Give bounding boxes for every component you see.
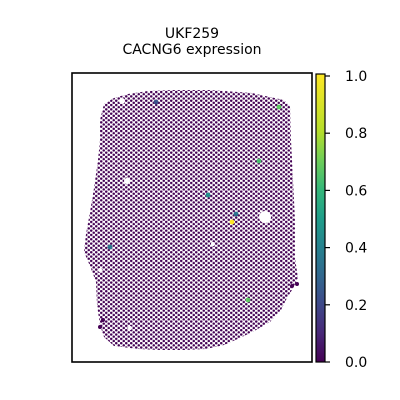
colorbar-tick-label: 0.8	[345, 126, 367, 142]
tissue-edge-spot	[290, 284, 294, 288]
tissue-gap	[211, 242, 215, 246]
tissue-gap	[128, 326, 132, 330]
tissue-spots	[84, 90, 299, 350]
plot-frame	[71, 72, 313, 363]
expression-spot	[256, 158, 262, 164]
colorbar-tick-label: 0.0	[345, 355, 367, 371]
expression-spot	[229, 219, 235, 225]
expression-spot	[233, 211, 239, 217]
colorbar-tick-label: 1.0	[345, 69, 367, 85]
colorbar: 0.0 0.2 0.4 0.6 0.8 1.0	[315, 69, 367, 371]
tissue-edge-spot	[98, 325, 102, 329]
expression-spot	[276, 104, 282, 110]
expression-spot	[107, 244, 113, 250]
colorbar-gradient	[316, 74, 325, 362]
tissue-edge-spot	[101, 318, 105, 322]
expression-spot	[205, 192, 211, 198]
colorbar-ticks: 0.0 0.2 0.4 0.6 0.8 1.0	[325, 69, 367, 371]
tissue-gap	[98, 268, 102, 272]
tissue-gap	[259, 211, 271, 223]
colorbar-tick-label: 0.6	[345, 183, 367, 199]
colorbar-tick-label: 0.2	[345, 298, 367, 314]
highlighted-spots	[107, 99, 282, 303]
tissue-edge-spot	[295, 282, 299, 286]
expression-spot	[245, 297, 251, 303]
chart-title: UKF259	[164, 26, 220, 42]
colorbar-frame	[315, 73, 326, 363]
colorbar-tick-label: 0.4	[345, 241, 367, 257]
tissue-gap	[124, 178, 130, 184]
tissue-gap	[119, 98, 125, 104]
expression-spot	[153, 99, 159, 105]
chart-subtitle: CACNG6 expression	[122, 42, 262, 58]
